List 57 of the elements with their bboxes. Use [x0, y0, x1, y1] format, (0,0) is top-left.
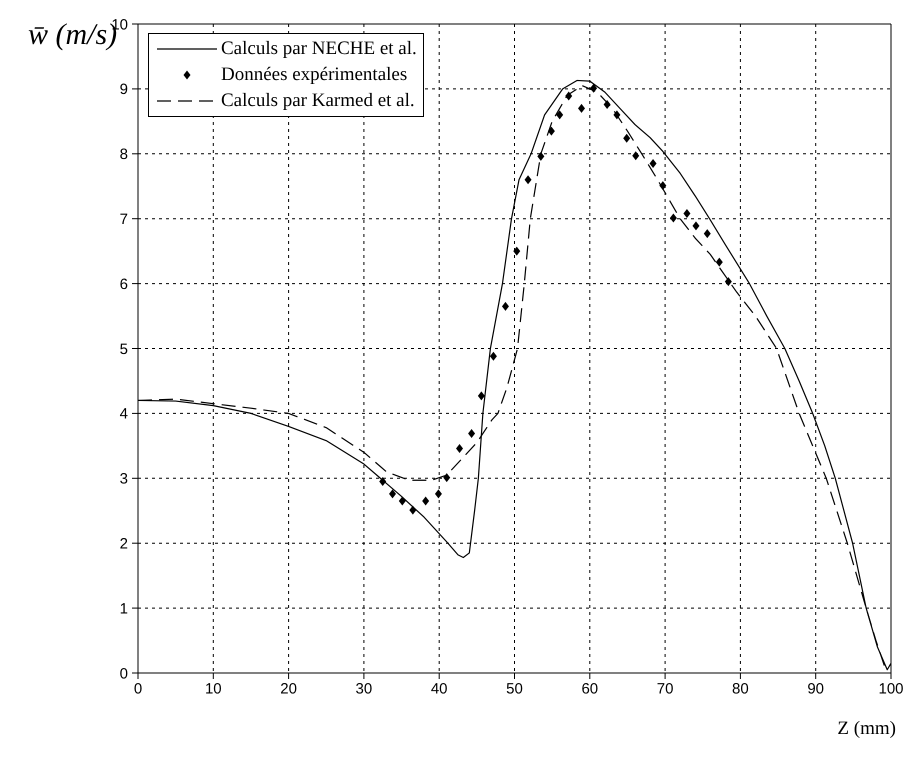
point [456, 444, 464, 453]
legend-label: Données expérimentales [221, 64, 408, 86]
x-tick-label: 30 [356, 680, 372, 698]
point [468, 429, 476, 438]
x-tick-label: 20 [280, 680, 297, 698]
point [692, 221, 700, 230]
point [670, 214, 677, 223]
x-tick-label: 40 [430, 680, 448, 698]
legend-label: Calculs par NECHE et al. [221, 38, 417, 60]
x-tick-label: 80 [732, 680, 749, 698]
point [683, 209, 690, 218]
point [398, 496, 406, 506]
point [524, 175, 532, 184]
y-tick-label: 9 [120, 81, 128, 98]
y-tick-label: 3 [120, 470, 128, 488]
x-tick-label: 70 [656, 680, 674, 698]
point [389, 489, 396, 498]
y-tick-label: 4 [120, 406, 128, 423]
point [537, 152, 544, 161]
y-tick-label: 6 [120, 276, 128, 293]
point [613, 110, 620, 120]
y-tick-label: 0 [120, 665, 128, 682]
x-tick-label: 100 [878, 680, 904, 698]
point [513, 246, 520, 256]
point [490, 352, 497, 361]
y-tick-label: 5 [120, 340, 128, 358]
x-tick-label: 50 [506, 680, 523, 698]
point [478, 391, 485, 400]
point [556, 110, 564, 120]
y-tick-label: 1 [120, 600, 128, 618]
point [548, 126, 555, 136]
point [434, 489, 442, 498]
point [623, 134, 630, 143]
x-axis-title: Z (mm) [837, 718, 896, 740]
x-tick-label: 90 [807, 680, 824, 698]
y-tick-label: 8 [120, 146, 128, 164]
point [409, 506, 416, 515]
point [604, 100, 611, 109]
point [590, 84, 598, 93]
x-tick-label: 10 [204, 680, 222, 698]
point [724, 277, 732, 286]
point [565, 92, 572, 101]
y-tick-label: 7 [120, 211, 128, 228]
legend-label: Calculs par Karmed et al. [221, 90, 415, 112]
x-tick-label: 0 [134, 680, 142, 698]
point [502, 302, 509, 311]
y-tick-label: 2 [120, 536, 128, 553]
point [578, 104, 586, 113]
point [632, 151, 640, 160]
point [379, 477, 386, 486]
point [422, 496, 430, 506]
point [704, 229, 711, 238]
point [716, 258, 723, 267]
point [443, 473, 450, 482]
point [650, 159, 657, 168]
x-tick-label: 60 [581, 680, 598, 698]
point [659, 181, 666, 190]
